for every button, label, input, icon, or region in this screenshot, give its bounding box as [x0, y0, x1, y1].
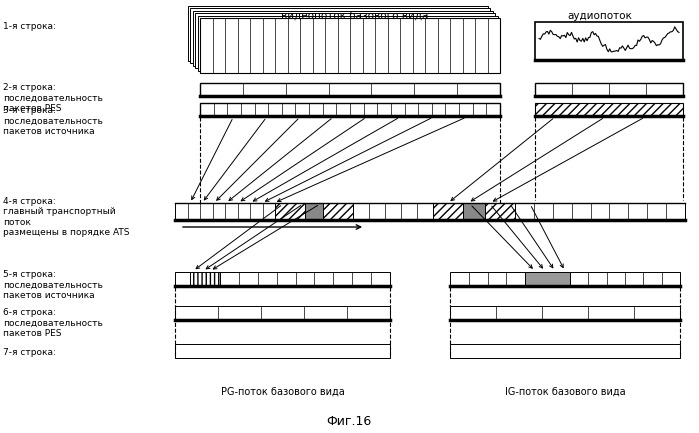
Bar [535, 103, 683, 116]
Bar [275, 203, 305, 220]
Bar [200, 103, 500, 116]
Text: аудиопоток: аудиопоток [568, 11, 633, 21]
Bar [450, 272, 525, 286]
Bar [305, 203, 323, 220]
Bar [525, 272, 570, 286]
Bar [450, 344, 680, 358]
Text: 6-я строка:
последовательность
пакетов PES: 6-я строка: последовательность пакетов P… [3, 308, 103, 338]
Text: 3-я строка:
последовательность
пакетов источника: 3-я строка: последовательность пакетов и… [3, 106, 103, 136]
Bar [200, 18, 500, 73]
Bar [192, 10, 493, 65]
Text: видеопоток базового вида: видеопоток базового вида [281, 11, 428, 21]
Text: 1-я строка:: 1-я строка: [3, 22, 56, 31]
Bar [220, 272, 390, 286]
Text: PG-поток базового вида: PG-поток базового вида [221, 387, 345, 397]
Bar [195, 13, 495, 68]
Bar [200, 83, 500, 96]
Bar [570, 272, 680, 286]
Bar [515, 203, 685, 220]
Bar [535, 83, 683, 96]
Bar [433, 203, 463, 220]
Bar [323, 203, 353, 220]
Text: 2-я строка:
последовательность
пакетов PES: 2-я строка: последовательность пакетов P… [3, 83, 103, 113]
Bar [198, 16, 498, 71]
Text: 4-я строка:
главный транспортный
поток
размещены в порядке ATS: 4-я строка: главный транспортный поток р… [3, 197, 129, 237]
Bar [450, 306, 680, 320]
Bar [175, 344, 390, 358]
Text: 7-я строка:: 7-я строка: [3, 348, 56, 357]
Text: 5-я строка:
последовательность
пакетов источника: 5-я строка: последовательность пакетов и… [3, 270, 103, 300]
Bar [353, 203, 433, 220]
Text: IG-поток базового вида: IG-поток базового вида [505, 387, 626, 397]
Bar [535, 22, 683, 60]
Bar [463, 203, 485, 220]
Bar [175, 203, 275, 220]
Bar [485, 203, 515, 220]
Bar [190, 8, 490, 63]
Text: Фиг.16: Фиг.16 [326, 415, 372, 428]
Bar [175, 306, 390, 320]
Bar [190, 272, 220, 286]
Bar [175, 272, 190, 286]
Bar [187, 6, 487, 61]
